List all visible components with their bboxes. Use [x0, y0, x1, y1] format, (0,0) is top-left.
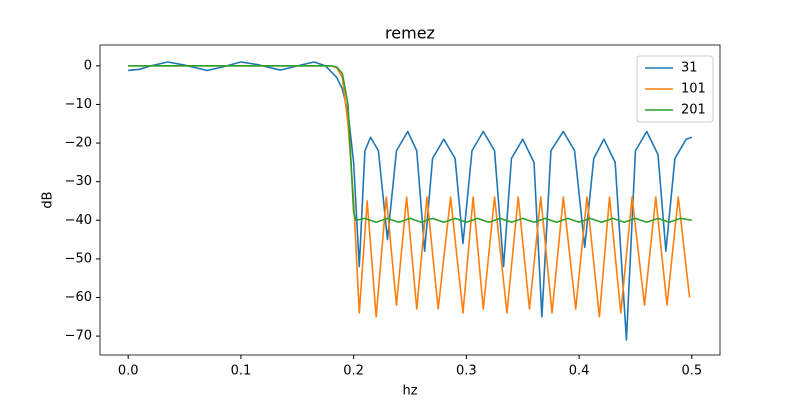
y-tick-label: 0 [84, 58, 92, 73]
legend-label: 101 [681, 82, 706, 97]
x-tick-label: 0.4 [569, 364, 590, 379]
y-tick-label: −50 [65, 251, 92, 266]
y-axis-label: dB [41, 191, 56, 208]
x-tick-label: 0.1 [231, 364, 252, 379]
x-tick-label: 0.2 [343, 364, 364, 379]
y-tick-label: −20 [65, 136, 92, 151]
series-line [128, 65, 692, 223]
legend: 31 101 201 [636, 55, 714, 123]
y-tick-label: −30 [65, 174, 92, 189]
y-tick-label: −10 [65, 97, 92, 112]
legend-box [636, 55, 714, 123]
y-tick-label: −70 [65, 329, 92, 344]
chart-title: remez [385, 24, 435, 43]
y-tick-label: −40 [65, 213, 92, 228]
x-tick-label: 0.0 [118, 364, 139, 379]
legend-label: 201 [681, 103, 706, 118]
x-tick-label: 0.3 [456, 364, 477, 379]
plot-frame [99, 44, 721, 356]
x-tick-label: 0.5 [681, 364, 702, 379]
legend-label: 31 [681, 61, 698, 76]
series-line [128, 65, 691, 318]
x-axis-label: hz [402, 384, 417, 399]
y-tick-label: −60 [65, 290, 92, 305]
series-line [128, 61, 693, 341]
